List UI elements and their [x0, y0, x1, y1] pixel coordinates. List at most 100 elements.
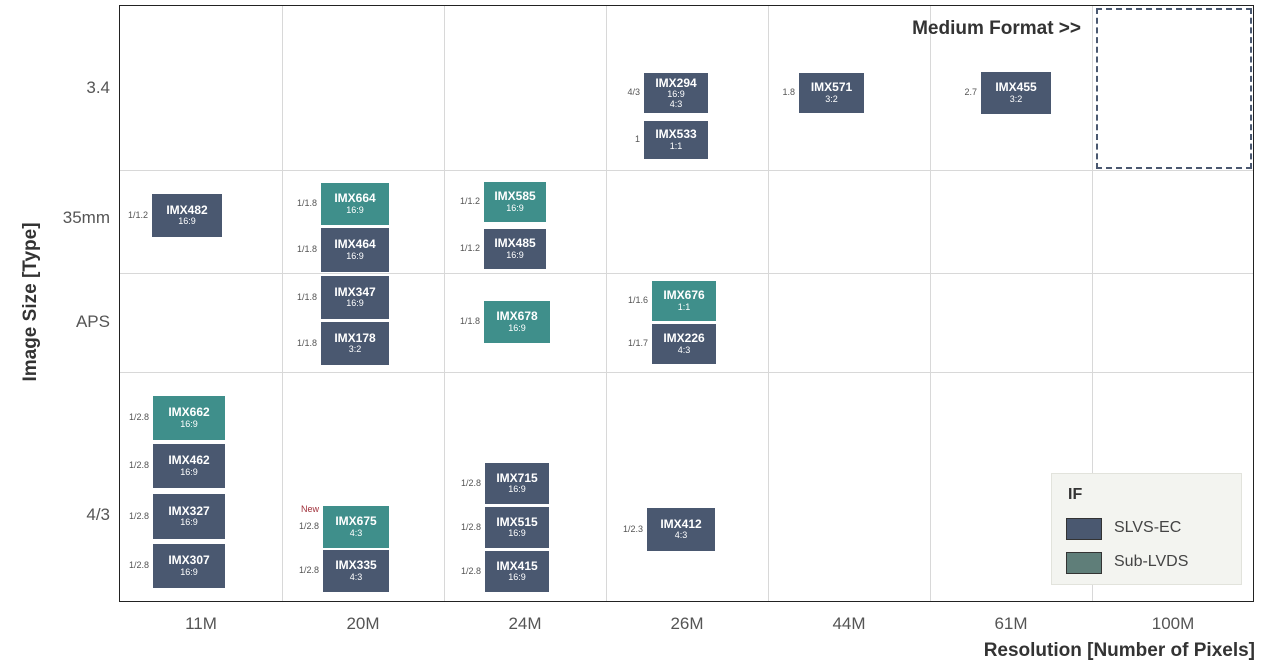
sensor-size-label: 1/1.2 [459, 196, 480, 206]
sensor-imx178: IMX178 3:2 [321, 322, 389, 365]
sensor-imx415: IMX415 16:9 [485, 551, 549, 592]
sensor-name: IMX294 [655, 75, 697, 90]
x-tick-label: 100M [1151, 614, 1195, 633]
sensor-aspect-ratio: 4:3 [349, 527, 363, 538]
sensor-name: IMX571 [810, 80, 853, 95]
y-axis-title: Image Size [Type] [20, 222, 41, 382]
sensor-imx347: IMX347 16:9 [321, 276, 389, 319]
grid-line [120, 273, 1253, 274]
sensor-name: IMX226 [663, 331, 705, 346]
sensor-imx585: IMX585 16:9 [484, 182, 546, 222]
grid-line [282, 6, 283, 601]
sensor-imx662: IMX662 16:9 [153, 396, 225, 440]
sensor-name: IMX412 [660, 516, 702, 531]
sensor-size-label: 1/1.2 [127, 209, 148, 220]
sensor-aspect-ratio: 16:9 [346, 298, 364, 309]
sensor-name: IMX462 [168, 453, 210, 468]
sensor-size-label: 1/2.8 [298, 521, 319, 531]
sensor-size-label: 1/1.8 [296, 291, 317, 302]
sensor-name: IMX482 [166, 202, 208, 217]
y-tick-label: 3.4 [86, 78, 110, 97]
sensor-imx715: IMX715 16:9 [485, 463, 549, 504]
sensor-name: IMX585 [494, 189, 536, 204]
sensor-name: IMX678 [496, 309, 538, 324]
grid-line [1092, 6, 1093, 601]
sensor-size-label: 1 [634, 134, 640, 144]
sensor-aspect-ratio: 16:9 [346, 250, 364, 261]
sensor-name: IMX533 [655, 127, 697, 142]
sensor-aspect-ratio: 16:9 [508, 484, 526, 495]
sensor-imx676: IMX676 1:1 [652, 281, 716, 321]
legend-swatch-slvs-ec [1066, 518, 1102, 540]
sensor-size-label: 1/2.8 [128, 412, 149, 422]
sensor-imx294: IMX294 16:9 4:3 [644, 73, 708, 113]
sensor-name: IMX515 [496, 514, 538, 529]
sensor-aspect-ratio: 16:9 [667, 88, 685, 99]
sensor-size-label: 1/2.8 [460, 477, 481, 488]
x-tick-label: 26M [670, 614, 704, 633]
sensor-aspect-ratio: 16:9 [180, 517, 198, 528]
sensor-imx485: IMX485 16:9 [484, 229, 546, 269]
sensor-aspect-ratio: 16:9 [178, 216, 196, 227]
sensor-size-label: 1/2.8 [460, 521, 481, 532]
sensor-size-label: 1/2.3 [622, 523, 643, 534]
sensor-imx462: IMX462 16:9 [153, 444, 225, 488]
grid-line [120, 170, 1253, 171]
sensor-size-label: 1/2.8 [298, 565, 319, 575]
sensor-aspect-ratio: 16:9 [506, 202, 524, 213]
sensor-aspect-ratio: 16:9 [180, 418, 198, 429]
sensor-size-label: 1/2.8 [128, 460, 149, 470]
sensor-name: IMX664 [334, 191, 376, 206]
sensor-name: IMX676 [663, 288, 705, 303]
grid-line [606, 6, 607, 601]
sensor-size-label: 1/2.8 [128, 560, 149, 570]
legend-label-slvs-ec: SLVS-EC [1114, 519, 1182, 536]
sensor-imx327: IMX327 16:9 [153, 494, 225, 539]
sensor-size-label: 1/1.8 [459, 316, 480, 326]
sensor-imx226: IMX226 4:3 [652, 324, 716, 364]
sensor-aspect-ratio: 4:3 [669, 98, 683, 109]
sensor-name: IMX662 [168, 405, 210, 420]
medium-format-box [1096, 8, 1252, 169]
sensor-aspect-ratio: 16:9 [508, 322, 526, 333]
medium-format-label: Medium Format >> [912, 18, 1081, 39]
sensor-name: IMX307 [168, 553, 210, 568]
sensor-imx464: IMX464 16:9 [321, 228, 389, 272]
x-axis-title: Resolution [Number of Pixels] [983, 640, 1255, 661]
legend-swatch-sub-lvds [1066, 552, 1102, 574]
sensor-aspect-ratio: 1:1 [669, 140, 683, 151]
sensor-name: IMX335 [335, 558, 377, 573]
sensor-name: IMX455 [995, 80, 1037, 95]
sensor-size-label: 1/2.8 [460, 565, 481, 576]
sensor-aspect-ratio: 3:2 [1009, 93, 1023, 104]
sensor-imx412: IMX412 4:3 [647, 508, 715, 551]
sensor-aspect-ratio: 4:3 [349, 571, 363, 582]
legend-label-sub-lvds: Sub-LVDS [1114, 553, 1189, 570]
sensor-imx482: IMX482 16:9 [152, 194, 222, 237]
sensor-name: IMX415 [496, 558, 538, 573]
sensor-imx533: IMX533 1:1 [644, 121, 708, 159]
sensor-aspect-ratio: 4:3 [677, 344, 691, 355]
sensor-imx571: IMX571 3:2 [799, 73, 864, 113]
sensor-imx307: IMX307 16:9 [153, 544, 225, 588]
sensor-size-label: 1.8 [782, 87, 795, 97]
x-tick-label: 24M [508, 614, 542, 633]
sensor-size-label: 1/1.8 [296, 337, 317, 348]
sensor-imx455: IMX455 3:2 [981, 72, 1051, 114]
grid-line [930, 6, 931, 601]
x-tick-label: 20M [346, 614, 380, 633]
y-tick-label: 35mm [62, 208, 110, 227]
sensor-aspect-ratio: 16:9 [346, 204, 364, 215]
grid-line [444, 6, 445, 601]
sensor-size-label: 1/1.8 [296, 244, 317, 254]
sensor-size-label: 1/1.7 [627, 338, 648, 348]
sensor-size-label: 4/3 [627, 87, 640, 97]
x-tick-label: 11M [185, 614, 217, 633]
sensor-name: IMX485 [494, 236, 536, 251]
sensor-aspect-ratio: 3:2 [348, 344, 362, 355]
sensor-name: IMX327 [168, 503, 210, 518]
sensor-aspect-ratio: 16:9 [508, 528, 526, 539]
sensor-name: IMX675 [335, 514, 377, 529]
sensor-imx515: IMX515 16:9 [485, 507, 549, 548]
sensor-aspect-ratio: 3:2 [825, 93, 838, 104]
